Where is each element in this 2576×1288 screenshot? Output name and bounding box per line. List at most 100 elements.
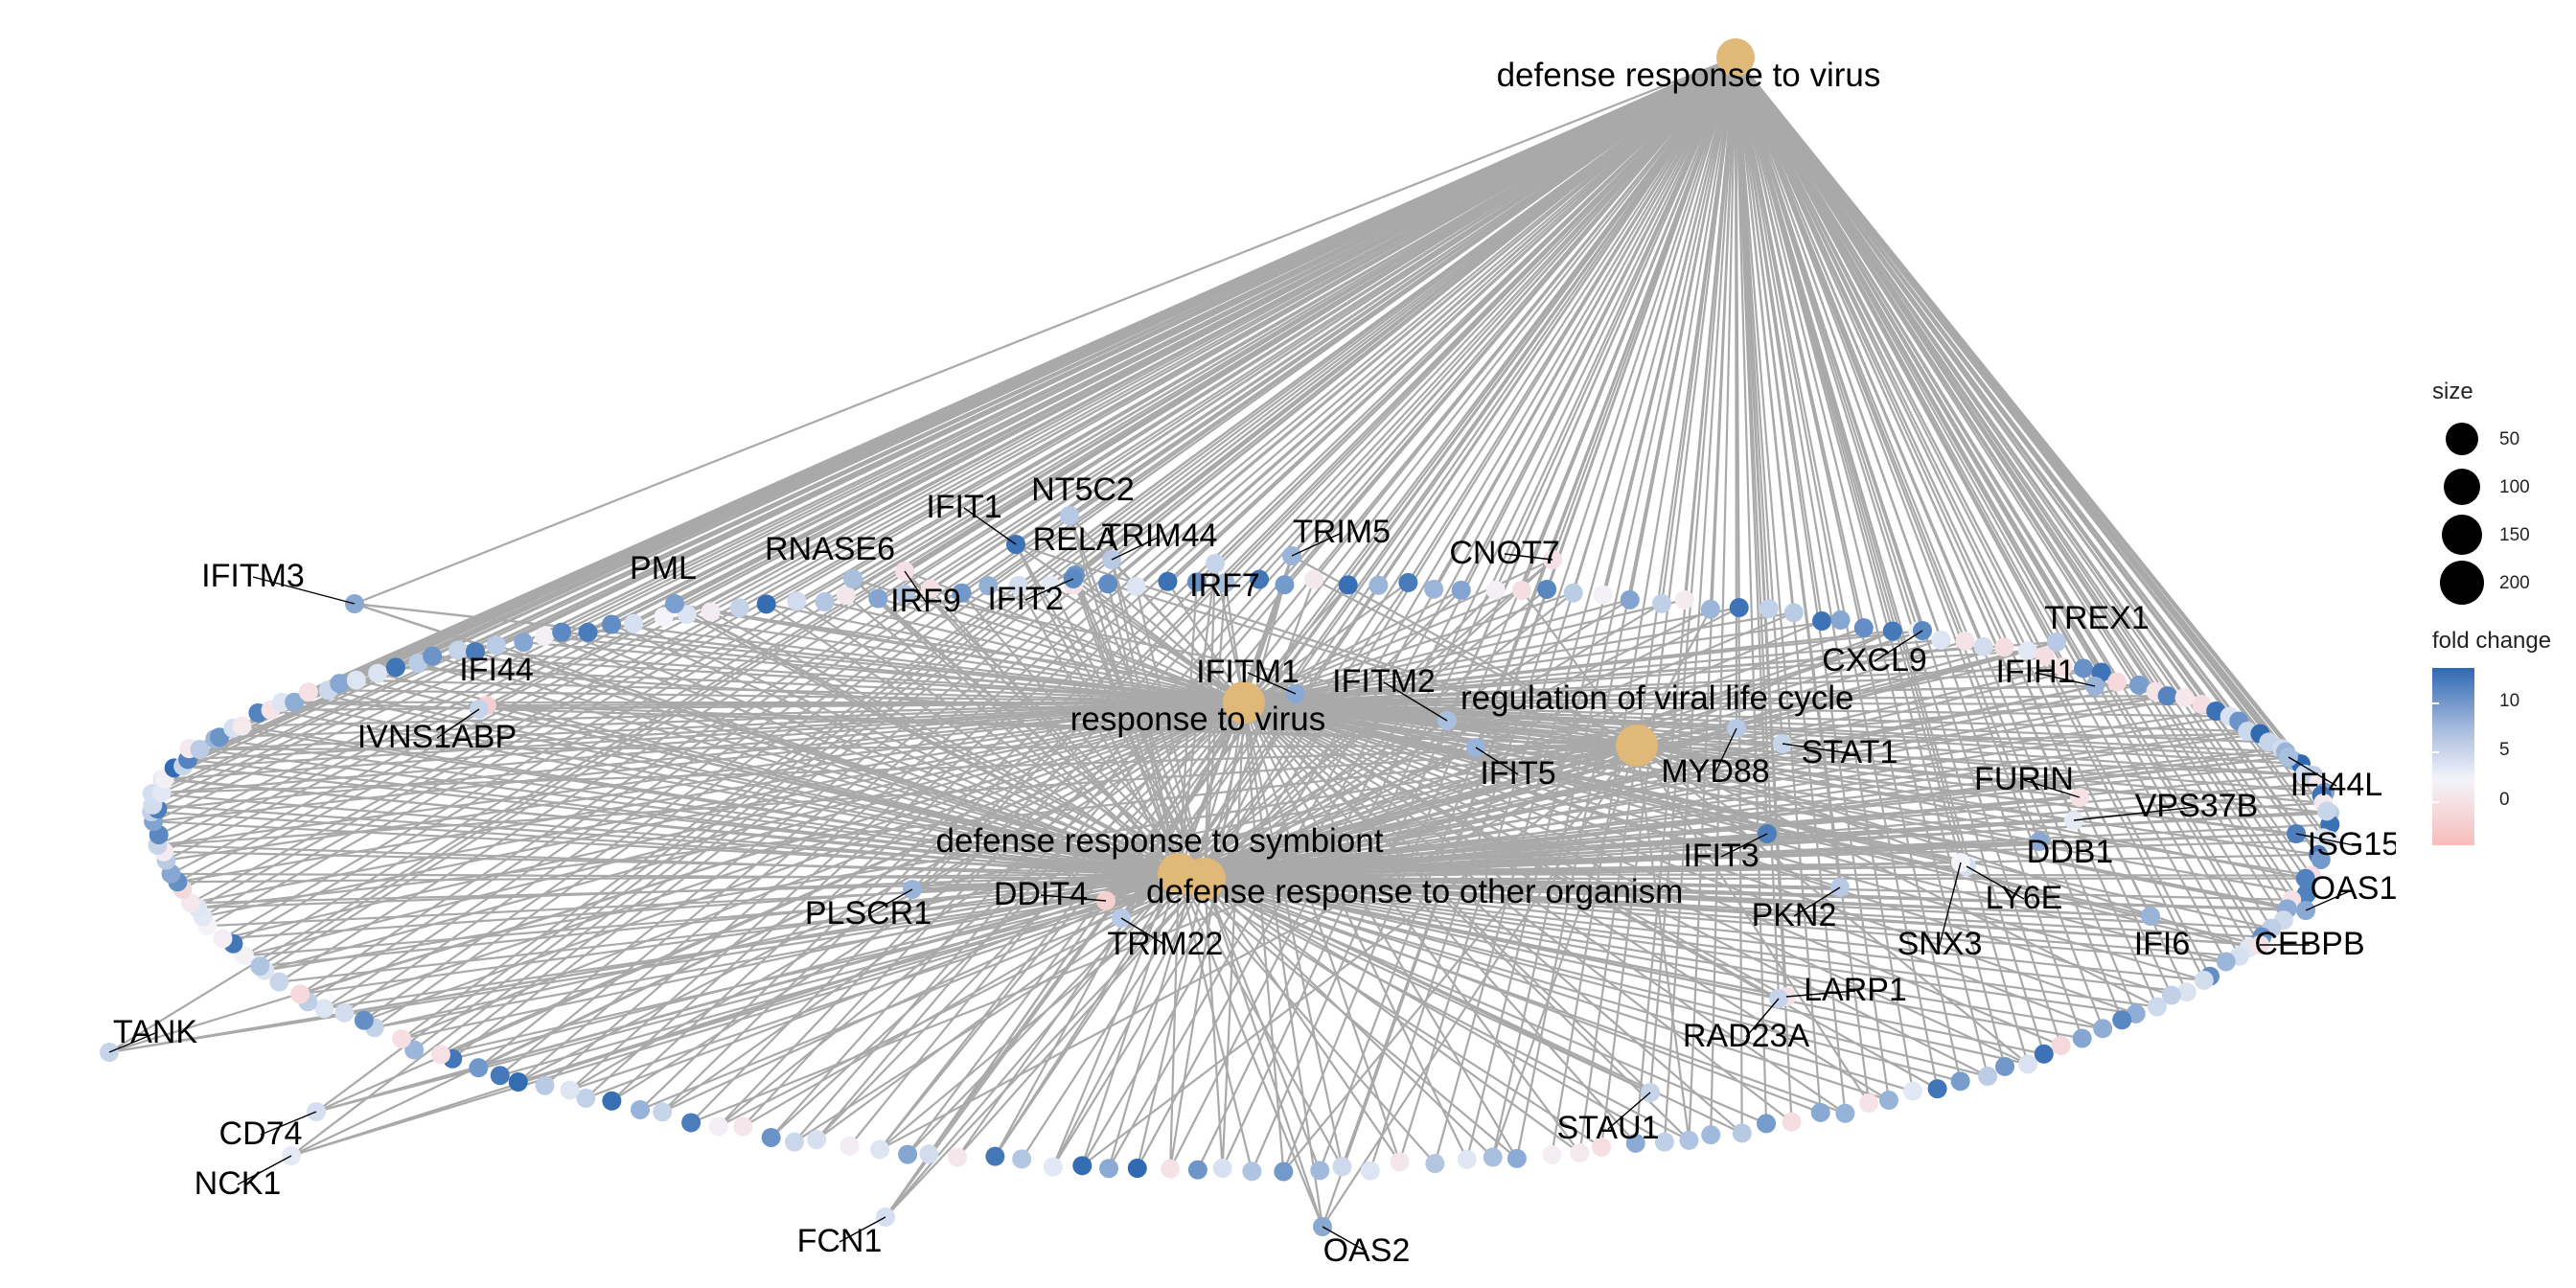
network-edge — [1735, 57, 2249, 732]
network-edge — [710, 610, 1206, 880]
network-edge — [852, 577, 1245, 704]
network-edge — [1735, 57, 2218, 712]
network-edge — [1734, 57, 1939, 1090]
label-leader-line — [963, 507, 1017, 545]
label-leader-line — [1939, 862, 1962, 946]
network-edge — [486, 703, 1638, 748]
label-leader-line — [1714, 727, 1737, 773]
network-edge — [1243, 701, 1768, 836]
gene-node — [2053, 656, 2073, 677]
network-edge — [674, 603, 1206, 880]
network-edge — [1178, 755, 2289, 876]
gene-label: IRF7 — [1189, 567, 1260, 604]
network-edge — [1081, 57, 1736, 1166]
gene-node — [285, 692, 305, 712]
size-legend-item: 50 — [2415, 415, 2576, 463]
network-edge — [1734, 57, 1784, 745]
gene-node — [1126, 576, 1146, 596]
network-edge — [1178, 795, 2081, 876]
gene-node — [2295, 868, 2315, 888]
label-leader-line — [1874, 630, 1923, 662]
network-edge — [1204, 693, 1297, 880]
gene-node — [1835, 1103, 1855, 1123]
gene-node — [508, 1072, 528, 1092]
gene-label: ISG15 — [2308, 826, 2396, 862]
category-label: defense response to other organism — [1146, 873, 1683, 910]
gene-node — [346, 670, 366, 690]
gene-node — [654, 607, 674, 627]
gene-node — [1304, 569, 1324, 589]
gene-label: LY6E — [1986, 880, 2063, 916]
network-edge — [478, 707, 1206, 881]
network-edge — [1636, 744, 1967, 868]
network-edge — [1710, 57, 1737, 1136]
network-edge — [845, 594, 1180, 875]
size-legend: 50 100 150 200 — [2415, 415, 2576, 607]
network-edge — [1377, 57, 1736, 586]
label-leader-line — [1040, 894, 1107, 902]
gene-node — [298, 682, 318, 702]
network-edge — [1178, 695, 2168, 876]
network-edge — [1636, 640, 2058, 748]
network-edge — [1460, 57, 1736, 591]
network-edge — [956, 878, 1206, 1159]
network-edge — [994, 873, 1180, 1158]
gene-node — [1451, 580, 1471, 600]
label-leader-line — [1793, 886, 1841, 917]
gene-node — [868, 588, 888, 609]
gene-label: TRIM5 — [1293, 514, 1391, 550]
label-leader-line — [1720, 833, 1768, 858]
network-edge — [1204, 877, 2261, 947]
network-edge — [356, 678, 1245, 704]
gene-node — [213, 929, 233, 949]
network-edge — [1628, 57, 1737, 601]
network-edge — [207, 877, 1206, 928]
network-edge — [1735, 57, 2058, 643]
network-edge — [1291, 57, 1736, 557]
network-edge — [911, 57, 1736, 890]
size-legend-dot — [2446, 423, 2478, 455]
network-edge — [1110, 559, 1181, 875]
network-edge — [911, 702, 1245, 890]
network-edge — [885, 702, 1245, 1218]
gene-label: VPS37B — [2135, 788, 2259, 824]
network-edge — [543, 57, 1736, 1087]
network-edge — [1178, 629, 1923, 876]
label-leader-line — [1111, 536, 1161, 561]
network-edge — [354, 56, 1736, 606]
gene-node — [466, 642, 486, 662]
network-edge — [1735, 57, 2307, 911]
network-edge — [1071, 578, 1181, 875]
network-edge — [299, 57, 1736, 996]
network-edge — [1204, 877, 1841, 889]
network-edge — [1243, 701, 1962, 864]
network-edge — [474, 651, 1180, 876]
network-edge — [1243, 584, 1349, 703]
gene-node — [486, 635, 506, 656]
network-edge — [1169, 873, 1181, 1169]
network-edge — [315, 701, 1245, 1114]
gene-node — [1483, 1147, 1503, 1167]
gene-node — [250, 956, 270, 977]
gene-label: STAU1 — [1556, 1110, 1659, 1146]
network-edge — [1735, 57, 2205, 981]
gene-node — [535, 1075, 555, 1095]
gene-node — [334, 1002, 355, 1023]
network-edge — [1204, 877, 2187, 994]
label-leader-line — [436, 708, 480, 739]
gene-label: TRIM22 — [1108, 926, 1224, 962]
gene-node — [210, 727, 230, 748]
gene-node — [404, 1040, 425, 1060]
network-edge — [1243, 591, 1575, 704]
gene-label: CXCL9 — [1822, 642, 1927, 678]
gene-node — [1008, 575, 1028, 595]
gene-node — [1457, 1149, 1477, 1169]
label-leader-line — [237, 1155, 292, 1185]
gene-label: TRIM44 — [1102, 518, 1218, 554]
network-edge — [1204, 877, 1780, 1000]
network-edges — [108, 56, 2332, 1228]
network-edge — [1734, 57, 1795, 613]
network-edge — [904, 570, 1180, 875]
gene-label: FCN1 — [797, 1223, 883, 1259]
gene-node — [1674, 589, 1694, 610]
